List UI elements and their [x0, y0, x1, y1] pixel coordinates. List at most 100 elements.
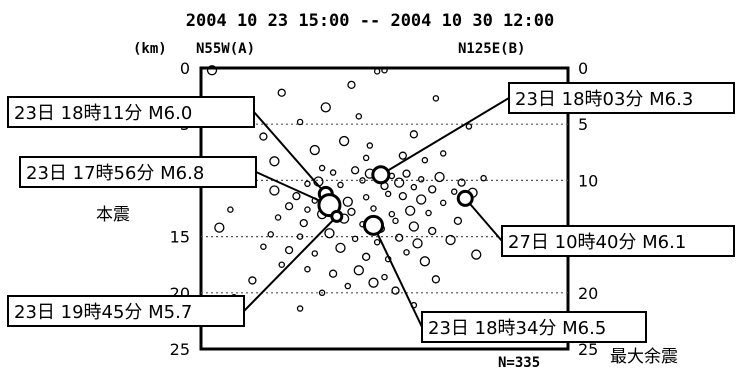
aftershock-point	[434, 171, 445, 183]
callout-box	[7, 295, 245, 327]
aftershock-point	[362, 154, 370, 162]
aftershock-point	[342, 196, 353, 207]
aftershock-point	[428, 185, 437, 194]
aftershock-point	[398, 191, 408, 201]
labeled-event-marker	[330, 209, 344, 223]
aftershock-point	[480, 174, 487, 182]
aftershock-point	[214, 222, 225, 233]
left-tick-label: 25	[170, 340, 190, 359]
unit-label: (km)	[133, 41, 167, 57]
aftershock-point	[410, 183, 418, 191]
aftershock-point	[299, 218, 308, 228]
aftershock-point	[335, 242, 346, 253]
aftershock-point	[408, 221, 420, 232]
aftershock-point	[359, 177, 366, 184]
aftershock-point	[351, 235, 359, 243]
aftershock-point	[409, 130, 419, 139]
callout-box	[421, 311, 647, 343]
aftershock-point	[206, 65, 218, 76]
aftershock-point	[391, 286, 400, 295]
gridlines	[201, 123, 568, 294]
aftershock-point	[457, 178, 466, 187]
aftershock-point	[384, 190, 392, 198]
aftershock-point	[412, 238, 423, 249]
aftershock-point	[394, 177, 405, 188]
right-tick-label: 20	[578, 284, 598, 303]
aftershock-point	[388, 210, 396, 218]
labeled-event-marker	[362, 214, 384, 236]
right-direction-label: N125E(B)	[458, 41, 525, 57]
aftershock-point	[284, 202, 294, 211]
callout-line	[380, 97, 510, 176]
aftershock-point	[304, 265, 311, 273]
aftershock-point	[284, 245, 294, 255]
aftershock-point	[419, 256, 431, 267]
aftershock-point	[421, 156, 429, 164]
labeled-event-marker	[371, 165, 391, 185]
right-tick-label: 5	[578, 115, 588, 134]
aftershock-point	[368, 277, 379, 288]
aftershock-point	[324, 228, 335, 239]
aftershock-point	[344, 282, 352, 290]
aftershock-point	[304, 180, 311, 188]
aftershock-point	[425, 209, 432, 217]
aftershock-point	[416, 194, 427, 205]
aftershock-point	[373, 238, 381, 246]
aftershock-point	[366, 142, 374, 149]
aftershock-point	[311, 250, 319, 257]
aftershock-point	[269, 185, 280, 196]
aftershock-point	[318, 164, 326, 172]
aftershock-point	[381, 66, 388, 74]
aftershock-point	[373, 68, 381, 75]
aftershock-point	[355, 113, 363, 120]
callout-label: 23日 18時11分 M6.0	[14, 103, 192, 124]
callout-box	[7, 96, 255, 128]
right-tick-label: 10	[578, 171, 598, 190]
aftershock-point	[292, 191, 301, 201]
aftershock-point	[432, 95, 440, 102]
aftershock-point	[381, 273, 388, 281]
aftershock-point	[227, 206, 234, 213]
labeled-event-marker	[456, 189, 474, 207]
aftershock-point	[395, 233, 404, 242]
aftershock-point	[277, 88, 286, 97]
aftershock-point	[431, 275, 441, 284]
aftershock-point	[353, 265, 364, 276]
aftershock-point	[337, 181, 344, 189]
aftershock-point	[304, 206, 311, 213]
event-count: N=335	[498, 355, 540, 371]
right-tick-label: 25	[578, 340, 598, 359]
left-direction-label: N55W(A)	[196, 41, 255, 57]
aftershock-point	[471, 249, 482, 260]
callout-line	[464, 197, 503, 242]
aftershock-point	[296, 305, 304, 312]
callout-box	[501, 225, 735, 257]
aftershock-point	[361, 252, 371, 261]
aftershock-point	[259, 132, 268, 141]
aftershock-point	[296, 118, 304, 126]
callout-line	[253, 111, 327, 195]
aftershock-point	[274, 214, 282, 221]
callout-line	[372, 224, 423, 328]
aftershock-point	[328, 269, 338, 278]
aftershock-point	[362, 194, 370, 201]
period-title: 2004 10 23 15:00 -- 2004 10 30 12:00	[186, 11, 554, 31]
aftershock-point	[347, 80, 356, 90]
callout-line	[243, 215, 338, 312]
aftershock-point	[309, 144, 320, 156]
aftershock-point	[260, 243, 267, 250]
callout-label: 27日 10時40分 M6.1	[508, 232, 686, 253]
right-tick-label: 0	[578, 59, 588, 78]
aftershock-point	[347, 207, 356, 217]
aftershock-point	[392, 217, 399, 225]
aftershock-point	[350, 166, 360, 175]
callout-label: 23日 18時34分 M6.5	[428, 318, 606, 339]
aftershock-point	[405, 205, 416, 216]
left-tick-label: 0	[180, 59, 190, 78]
callout-line	[255, 171, 330, 207]
event-callouts: 23日 18時11分 M6.0 23日 18時03分 M6.3 23日 17時56分…	[7, 82, 735, 343]
aftershock-point	[338, 135, 350, 147]
aftershock-point	[329, 169, 337, 176]
aftershock-point	[296, 233, 304, 240]
callout-box	[19, 156, 257, 188]
